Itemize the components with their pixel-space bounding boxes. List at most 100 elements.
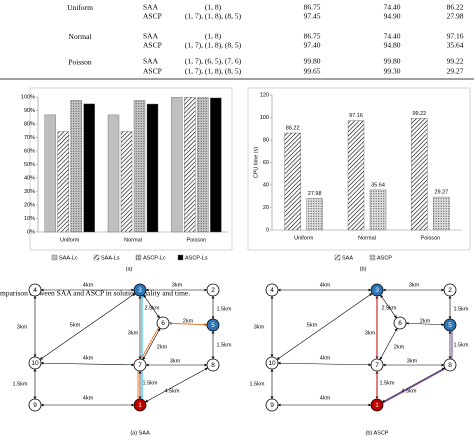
table-cell: 99.80	[384, 57, 401, 66]
table-cell: 35.64	[447, 41, 464, 50]
edge-label: 1.5km	[380, 380, 395, 386]
bar	[107, 114, 120, 233]
bar	[44, 114, 56, 233]
bar-pattern	[184, 97, 196, 233]
node-label: 3	[138, 287, 142, 294]
node	[443, 283, 457, 297]
node	[265, 356, 279, 370]
edge-label: 3km	[128, 330, 139, 336]
node-label: 5	[448, 322, 452, 329]
table-cell: 86.75	[304, 32, 321, 41]
bar-pattern	[134, 100, 145, 232]
y-tick-label: 80	[263, 137, 269, 143]
y-tick-label: 50%	[24, 162, 35, 168]
edge-label: 3km	[17, 324, 28, 330]
edge-label: 2km	[157, 344, 168, 350]
table-cell: (1, 7), (1, 8), (8, 5)	[185, 41, 242, 50]
y-tick-label: 20	[263, 205, 269, 211]
y-tick-label: 70%	[24, 135, 35, 141]
x-tick-label: Uniform	[60, 237, 80, 243]
edge-label: 2km	[420, 318, 431, 324]
y-tick-label: 80%	[24, 121, 35, 127]
node-label: 10	[31, 360, 39, 367]
x-tick-label: Uniform	[294, 235, 314, 241]
table-cell: (1, 8)	[205, 3, 222, 12]
node	[370, 398, 384, 412]
legend-pattern	[370, 255, 375, 260]
y-axis-label: CPU time (s)	[253, 147, 259, 179]
node-label: 8	[448, 362, 452, 369]
node	[265, 283, 279, 297]
panel-label: (b)	[360, 266, 367, 272]
table-cell: ASCP	[143, 12, 162, 21]
node	[393, 316, 407, 330]
node-label: 9	[33, 402, 37, 409]
edge	[40, 361, 135, 367]
edge-label: 2.5km	[382, 305, 397, 311]
edge-label: 4.5km	[402, 388, 417, 394]
table-cell: 97.45	[304, 12, 321, 21]
x-tick-label: Poisson	[187, 237, 207, 243]
table-cell: ASCP	[143, 41, 162, 50]
legend-label: SAA-Lc	[59, 255, 78, 261]
figure-caption: mparison between SAA and ASCP in solutio…	[0, 289, 190, 298]
bar-pattern	[433, 197, 450, 230]
table-cell: 86.75	[304, 3, 321, 12]
y-tick-label: 60	[263, 160, 269, 166]
table-cell: 97.40	[304, 41, 321, 50]
edge	[39, 293, 136, 360]
node	[443, 318, 457, 332]
table-cell: 94.90	[384, 12, 401, 21]
node	[265, 398, 279, 412]
node-label: 7	[375, 362, 379, 369]
edge-label: 3km	[172, 282, 183, 288]
table-cell: 99.65	[304, 67, 321, 76]
edge-label: 3km	[254, 324, 265, 330]
bar-pattern	[306, 198, 323, 230]
table-cell: 86.22	[447, 3, 464, 12]
table-cell: 99.22	[447, 57, 464, 66]
node	[133, 283, 147, 297]
edge	[380, 294, 397, 319]
node-label: 9	[270, 402, 274, 409]
table-cell: SAA	[143, 57, 159, 66]
edge-label: 1.5km	[143, 380, 158, 386]
bar-pattern	[348, 120, 364, 230]
bar-pattern	[284, 133, 301, 230]
chart-frame	[247, 87, 471, 251]
node-label: 7	[138, 362, 142, 369]
node	[370, 283, 384, 297]
edge-label: 1.5km	[250, 381, 265, 387]
bar-pattern	[411, 118, 428, 230]
edge-label: 4km	[320, 282, 331, 288]
data-label: 97.16	[349, 113, 363, 119]
y-tick-label: 10%	[24, 216, 35, 222]
legend-pattern	[136, 255, 141, 260]
node-label: 4	[270, 287, 274, 294]
table-cell: (1, 7), (1, 8), (8, 5)	[185, 67, 242, 76]
edge-label: 5km	[307, 322, 318, 328]
y-tick-label: 100%	[21, 94, 35, 100]
data-label: 35.64	[371, 182, 385, 188]
table-group: Normal	[69, 32, 92, 41]
node	[133, 398, 147, 412]
table-group: Uniform	[67, 3, 93, 12]
table-cell: ASCP	[143, 67, 162, 76]
bar-pattern	[370, 189, 386, 230]
edge-label: 4km	[320, 395, 331, 401]
bar	[146, 103, 159, 233]
data-label: 29.27	[434, 190, 448, 196]
edge-label: 4km	[83, 355, 94, 361]
node	[370, 358, 384, 372]
node	[133, 358, 147, 372]
edge-label: 2km	[183, 318, 194, 324]
table-cell: 74.40	[384, 32, 401, 41]
x-tick-label: Normal	[358, 235, 376, 241]
bar-pattern	[57, 131, 69, 232]
bar	[171, 97, 183, 233]
panel-label: (a)	[126, 266, 133, 272]
bar	[83, 103, 95, 233]
legend-label: ASCP-Lc	[143, 255, 166, 261]
edge-label: 3km	[407, 358, 418, 364]
